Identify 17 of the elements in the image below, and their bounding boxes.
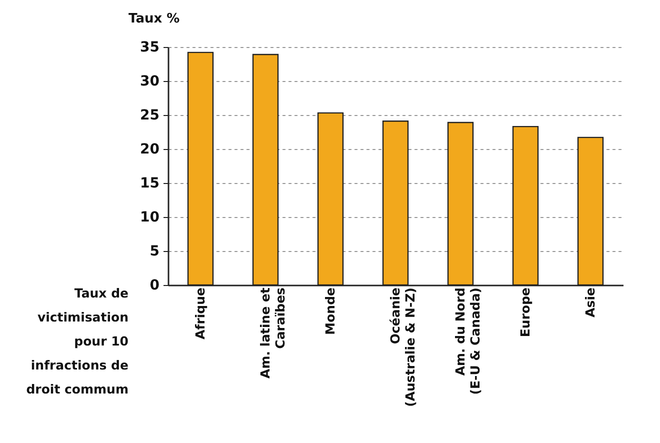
y-tick-label: 20 — [140, 142, 160, 158]
y-tick-label: 10 — [140, 210, 160, 226]
y-tick-label: 35 — [140, 40, 160, 56]
y-tick-label: 0 — [150, 278, 160, 294]
x-tick-label: Océanie (Australie & N-Z) — [388, 288, 418, 407]
x-tick-label: Afrique — [192, 288, 208, 340]
x-axis-title: Taux de victimisation pour 10 infractions de droit commum — [26, 286, 129, 396]
y-tick-label: 5 — [150, 244, 160, 260]
y-tick-label: 25 — [140, 108, 160, 124]
y-tick-label: 30 — [140, 74, 160, 90]
x-tick-label: Europe — [518, 288, 532, 338]
y-tick-label: 15 — [140, 176, 160, 192]
x-tick-label: Monde — [322, 288, 338, 335]
y-axis-title: Taux % — [128, 12, 180, 26]
x-tick-label: Asie — [582, 288, 598, 318]
x-tick-label: Am. du Nord (E-U & Canada) — [452, 288, 482, 395]
x-tick-label: Am. latine et Caraïbes — [258, 287, 288, 378]
